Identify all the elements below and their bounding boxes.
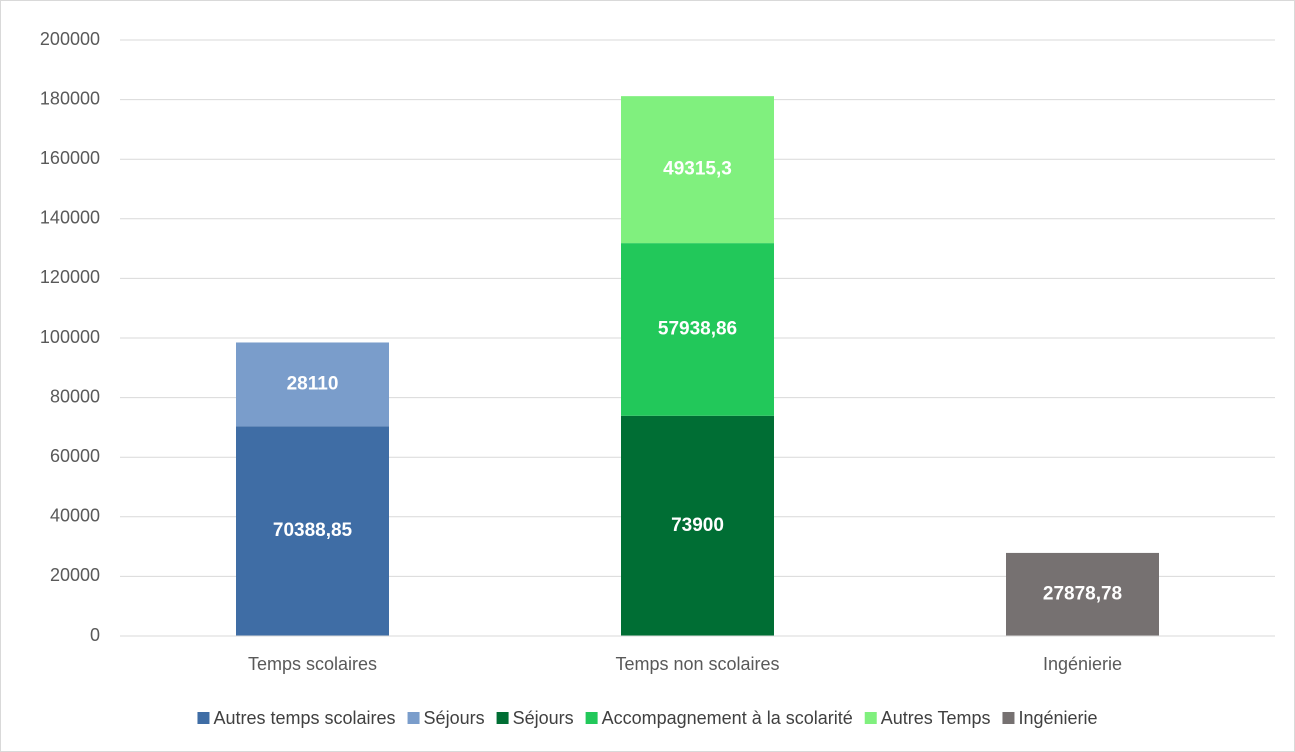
y-tick-label: 20000 — [50, 565, 100, 585]
data-label: 27878,78 — [1043, 583, 1122, 604]
legend-swatch — [496, 712, 509, 724]
legend-label: Autres temps scolaires — [213, 708, 395, 728]
legend-label: Accompagnement à la scolarité — [602, 708, 853, 728]
legend-label: Séjours — [513, 708, 574, 728]
y-tick-label: 40000 — [50, 506, 100, 526]
legend-swatch — [197, 712, 210, 724]
x-tick-label: Ingénierie — [1043, 654, 1122, 674]
legend-label: Autres Temps — [881, 708, 991, 728]
y-tick-label: 60000 — [50, 446, 100, 466]
data-label: 70388,85 — [273, 520, 353, 541]
data-label: 28110 — [287, 373, 339, 394]
data-label: 57938,86 — [658, 318, 737, 339]
y-tick-label: 0 — [90, 625, 100, 645]
legend-swatch — [407, 712, 420, 724]
data-label: 73900 — [671, 515, 724, 536]
x-tick-label: Temps scolaires — [248, 654, 377, 674]
bar-segment — [236, 426, 389, 636]
y-tick-label: 80000 — [50, 386, 100, 406]
data-label: 49315,3 — [663, 159, 732, 180]
y-tick-label: 180000 — [40, 88, 100, 108]
legend-label: Séjours — [424, 708, 485, 728]
bar-segment — [236, 342, 389, 427]
legend-label: Ingénierie — [1018, 708, 1097, 728]
bar-segment — [621, 415, 774, 636]
bar-segment — [1006, 552, 1159, 636]
legend-swatch — [585, 712, 598, 724]
y-tick-label: 120000 — [40, 267, 100, 287]
legend-swatch — [864, 712, 877, 724]
x-tick-label: Temps non scolaires — [615, 654, 779, 674]
legend-swatch — [1002, 712, 1015, 724]
bar-segment — [621, 243, 774, 416]
y-tick-label: 200000 — [40, 29, 100, 49]
y-tick-label: 160000 — [40, 148, 100, 168]
bar-segment — [621, 96, 774, 244]
y-tick-label: 100000 — [40, 327, 100, 347]
y-tick-label: 140000 — [40, 208, 100, 228]
